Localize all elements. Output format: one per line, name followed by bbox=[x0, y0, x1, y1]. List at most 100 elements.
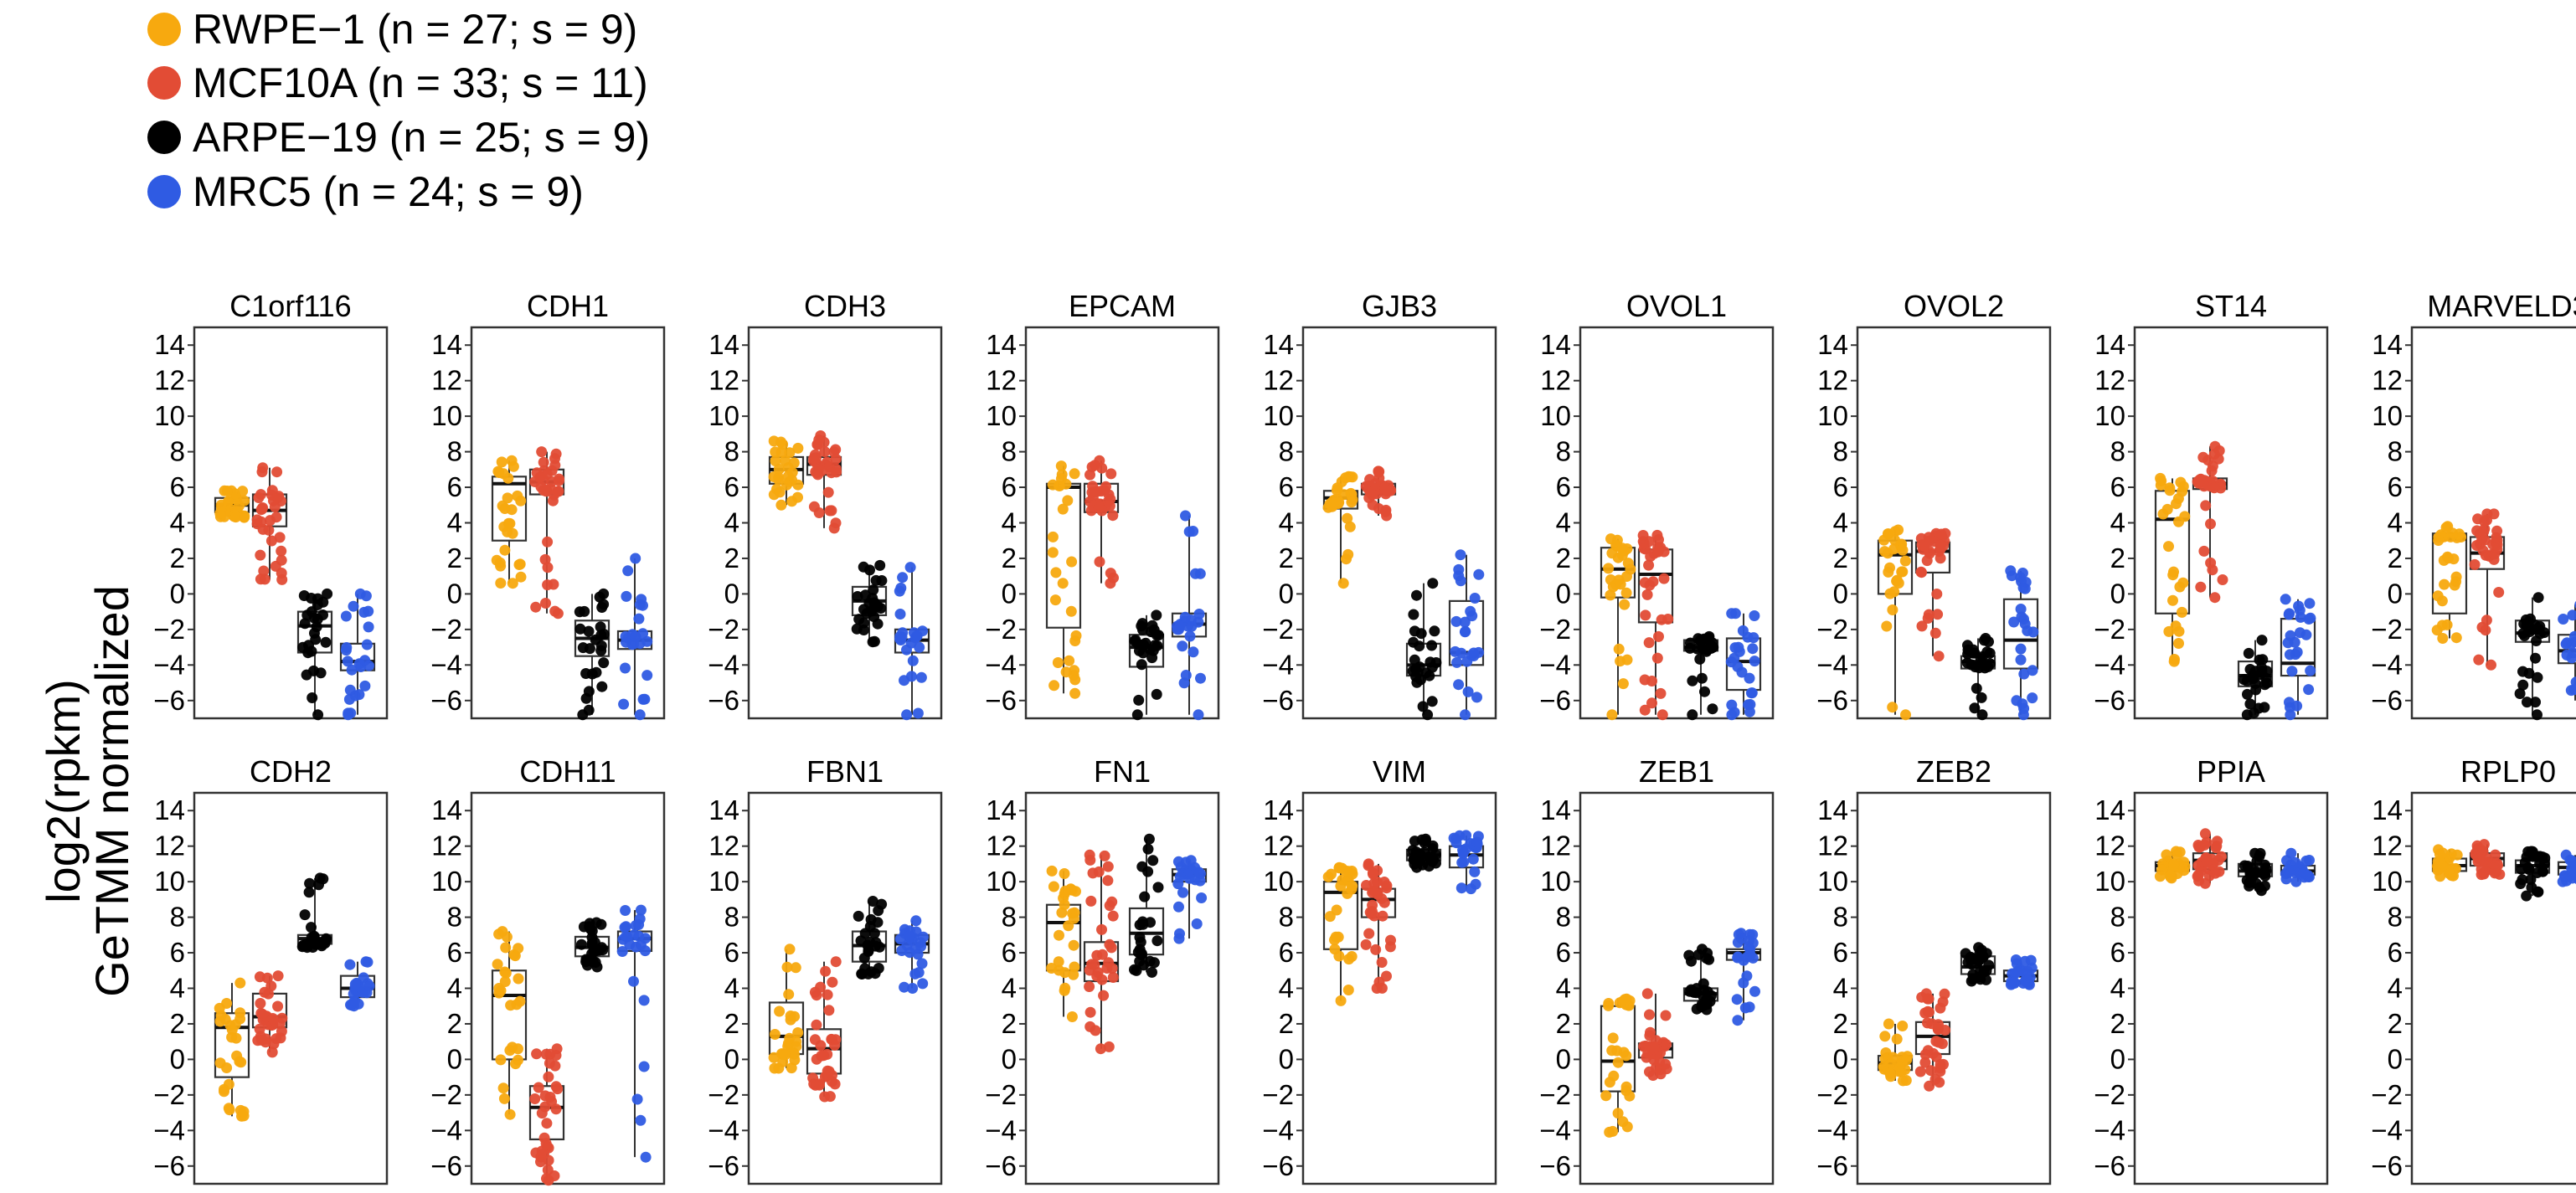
y-tick-label: −4 bbox=[708, 1114, 739, 1145]
data-point bbox=[1935, 553, 1946, 564]
data-point bbox=[1105, 568, 1116, 579]
y-tick-label: 12 bbox=[1263, 365, 1294, 396]
data-point bbox=[507, 527, 518, 539]
box-arpe-19 bbox=[574, 588, 611, 721]
data-point bbox=[1470, 878, 1481, 890]
data-point bbox=[1104, 500, 1115, 512]
data-point bbox=[1607, 1125, 1619, 1137]
y-axis-label: log2(rpkm) GeTMM normalized bbox=[37, 585, 138, 997]
data-point bbox=[1725, 656, 1737, 668]
y-tick-label: 10 bbox=[2372, 866, 2403, 897]
y-tick-label: −2 bbox=[430, 614, 462, 645]
data-point bbox=[1091, 970, 1103, 982]
data-point bbox=[550, 448, 562, 460]
data-point bbox=[1655, 687, 1667, 699]
box-arpe-19 bbox=[574, 917, 611, 973]
data-point bbox=[1329, 934, 1340, 946]
data-point bbox=[867, 896, 878, 907]
y-tick-label: −6 bbox=[430, 685, 462, 716]
data-point bbox=[2168, 860, 2180, 872]
data-point bbox=[553, 475, 564, 486]
data-point bbox=[317, 873, 329, 885]
panel-border bbox=[2133, 326, 2329, 720]
data-point bbox=[1688, 986, 1700, 998]
data-point bbox=[905, 637, 917, 649]
data-point bbox=[792, 442, 804, 454]
data-point bbox=[1687, 709, 1698, 721]
data-point bbox=[542, 579, 554, 591]
data-point bbox=[1096, 949, 1108, 960]
data-point bbox=[1335, 995, 1347, 1006]
box-iqr bbox=[214, 1012, 250, 1078]
data-point bbox=[1455, 575, 1466, 587]
data-point bbox=[2015, 654, 2027, 666]
data-point bbox=[539, 1101, 551, 1113]
y-tick-label: 12 bbox=[1263, 830, 1294, 861]
data-point bbox=[1653, 630, 1664, 642]
box-mrc5 bbox=[1171, 510, 1208, 721]
data-point bbox=[1932, 609, 1944, 620]
data-point bbox=[781, 479, 792, 491]
panel-border bbox=[193, 326, 389, 720]
data-point bbox=[1381, 882, 1393, 894]
data-point bbox=[311, 621, 322, 633]
data-point bbox=[1922, 1017, 1933, 1029]
box-rwpe-1 bbox=[214, 485, 250, 523]
data-point bbox=[1916, 620, 1928, 632]
data-point bbox=[1096, 462, 1108, 474]
data-point bbox=[783, 989, 795, 1000]
y-tick-label: −2 bbox=[708, 614, 739, 645]
legend-item-arpe19: ARPE−19 (n = 25; s = 9) bbox=[147, 114, 650, 161]
data-point bbox=[2257, 654, 2269, 666]
data-point bbox=[2523, 667, 2535, 679]
data-point bbox=[1174, 928, 1185, 939]
data-point bbox=[904, 947, 915, 959]
data-point bbox=[320, 636, 332, 648]
y-tick-label: 14 bbox=[431, 794, 462, 825]
facet-title: FN1 bbox=[1094, 754, 1151, 789]
data-point bbox=[359, 680, 371, 692]
data-point bbox=[261, 972, 273, 984]
data-point bbox=[1600, 1090, 1612, 1102]
data-point bbox=[1046, 963, 1058, 974]
data-point bbox=[529, 1093, 541, 1104]
box-rwpe-1 bbox=[1045, 460, 1082, 699]
box-rwpe-1 bbox=[1045, 865, 1082, 1022]
box-mcf10a bbox=[1914, 527, 1951, 662]
y-tick-label: −2 bbox=[153, 614, 185, 645]
data-point bbox=[1648, 1041, 1660, 1053]
data-point bbox=[1884, 588, 1896, 599]
data-point bbox=[1458, 846, 1470, 858]
data-point bbox=[1427, 578, 1439, 589]
y-tick-label: 14 bbox=[986, 794, 1017, 825]
data-point bbox=[1131, 964, 1142, 976]
data-point bbox=[2436, 861, 2448, 872]
y-tick-label: 0 bbox=[1002, 578, 1017, 609]
box-mrc5 bbox=[1725, 928, 1762, 1026]
data-point bbox=[1891, 575, 1903, 587]
data-point bbox=[2525, 623, 2537, 635]
data-point bbox=[2538, 627, 2550, 639]
data-point bbox=[1085, 895, 1097, 907]
data-point bbox=[1361, 880, 1372, 891]
y-tick-label: 0 bbox=[2388, 1043, 2403, 1074]
y-tick-label: 2 bbox=[170, 543, 185, 573]
panel-border bbox=[1579, 326, 1775, 720]
data-point bbox=[1707, 703, 1718, 715]
y-tick-label: 2 bbox=[724, 1008, 739, 1039]
data-point bbox=[1899, 555, 1911, 567]
facet-gjb3: GJB3 14 12 10 8 6 4 2 0 −2 −4 −6 bbox=[1262, 289, 1497, 721]
data-point bbox=[1417, 701, 1429, 712]
facet-title: OVOL1 bbox=[1626, 289, 1727, 323]
data-point bbox=[2173, 625, 2185, 637]
data-point bbox=[540, 598, 551, 609]
data-point bbox=[818, 1050, 830, 1062]
data-point bbox=[789, 1010, 801, 1022]
data-point bbox=[1733, 641, 1744, 653]
data-point bbox=[638, 1061, 650, 1072]
data-point bbox=[622, 565, 634, 577]
data-point bbox=[1919, 540, 1930, 552]
data-point bbox=[1925, 1065, 1937, 1077]
data-point bbox=[1473, 568, 1485, 580]
box-mcf10a bbox=[806, 956, 842, 1103]
